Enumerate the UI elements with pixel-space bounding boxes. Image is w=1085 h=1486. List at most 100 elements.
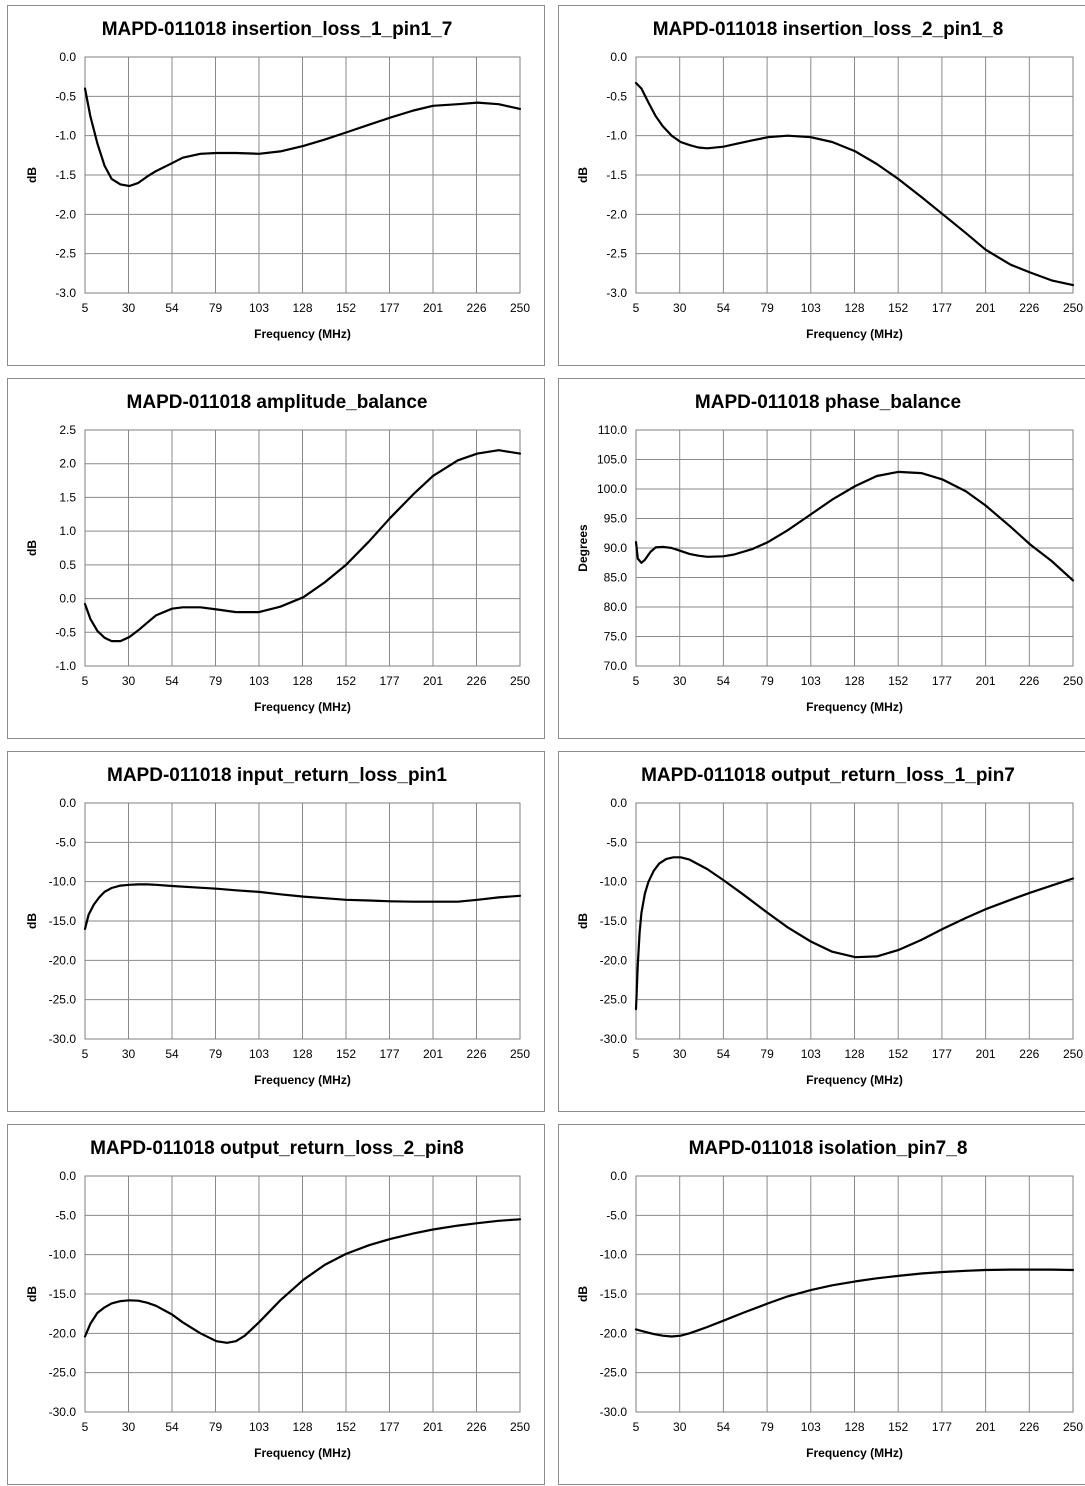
x-tick-label: 54 [717, 674, 731, 688]
chart-title: MAPD-011018 phase_balance [695, 392, 961, 413]
y-tick-label: -10.0 [600, 1248, 628, 1262]
x-tick-label: 103 [801, 1047, 821, 1061]
y-tick-label: 1.0 [59, 524, 76, 538]
x-tick-label: 5 [633, 1420, 640, 1434]
chart-title: MAPD-011018 output_return_loss_2_pin8 [90, 1138, 464, 1159]
x-tick-label: 5 [633, 1047, 640, 1061]
x-tick-label: 30 [122, 674, 136, 688]
x-tick-label: 5 [82, 301, 89, 315]
y-tick-label: -3.0 [55, 286, 76, 300]
chart-title: MAPD-011018 input_return_loss_pin1 [107, 765, 447, 786]
y-tick-label: -15.0 [49, 914, 77, 928]
y-tick-label: -2.5 [606, 247, 627, 261]
y-tick-label: -25.0 [49, 993, 77, 1007]
x-tick-label: 177 [932, 1420, 952, 1434]
x-tick-label: 128 [844, 1047, 864, 1061]
plot-area [84, 56, 521, 294]
chart-0: MAPD-011018 insertion_loss_1_pin1_7 5 30 54… [25, 19, 530, 341]
chart-3: MAPD-011018 phase_balance 5 30 54 79 103 128 15… [576, 392, 1083, 714]
series-line [83, 87, 522, 188]
plot-area [84, 429, 521, 667]
y-tick-label: -30.0 [49, 1405, 77, 1419]
x-tick-label: 226 [466, 301, 486, 315]
x-tick-label: 128 [844, 301, 864, 315]
x-tick-label: 5 [633, 674, 640, 688]
x-axis-label: Frequency (MHz) [806, 327, 903, 341]
x-tick-label: 128 [292, 674, 312, 688]
y-tick-label: -3.0 [606, 286, 627, 300]
x-tick-label: 226 [466, 1047, 486, 1061]
y-axis-label: dB [25, 1286, 39, 1302]
plot-area [84, 802, 521, 1040]
y-tick-label: -1.0 [55, 659, 76, 673]
x-axis-label: Frequency (MHz) [806, 1446, 903, 1460]
x-axis-label: Frequency (MHz) [254, 1073, 351, 1087]
y-tick-label: 0.0 [59, 50, 76, 64]
x-tick-label: 79 [209, 1420, 223, 1434]
y-tick-label: -15.0 [600, 1287, 628, 1301]
y-tick-label: -25.0 [49, 1366, 77, 1380]
y-tick-label: -0.5 [55, 89, 76, 103]
x-tick-label: 5 [633, 301, 640, 315]
y-tick-label: 70.0 [604, 659, 628, 673]
chart-4: MAPD-011018 input_return_loss_pin1 5 30 54 7… [25, 765, 530, 1087]
series-line [634, 81, 1075, 287]
y-axis-label: dB [576, 167, 590, 183]
x-tick-label: 201 [976, 1047, 996, 1061]
y-tick-label: 85.0 [604, 571, 628, 585]
chart-title: MAPD-011018 amplitude_balance [127, 392, 428, 413]
y-tick-label: 2.0 [59, 457, 76, 471]
x-tick-label: 201 [423, 1420, 443, 1434]
chart-panel-3: MAPD-011018 phase_balance 5 30 54 79 103 128 15… [558, 378, 1085, 739]
y-tick-label: 90.0 [604, 541, 628, 555]
y-tick-label: -1.5 [606, 168, 627, 182]
x-tick-label: 152 [888, 1047, 908, 1061]
y-tick-label: -10.0 [49, 1248, 77, 1262]
x-tick-label: 54 [717, 301, 731, 315]
y-tick-label: -10.0 [49, 875, 77, 889]
y-tick-label: -30.0 [600, 1032, 628, 1046]
x-tick-label: 152 [888, 301, 908, 315]
x-axis-label: Frequency (MHz) [254, 700, 351, 714]
y-tick-label: -2.5 [55, 247, 76, 261]
x-tick-label: 152 [336, 1047, 356, 1061]
series-line [83, 883, 522, 930]
x-tick-label: 226 [1019, 301, 1039, 315]
y-tick-label: -1.0 [55, 129, 76, 143]
x-tick-label: 5 [82, 674, 89, 688]
x-tick-label: 79 [209, 674, 223, 688]
chart-panel-7: MAPD-011018 isolation_pin7_8 5 30 54 79 103 12… [558, 1124, 1085, 1485]
x-tick-label: 177 [932, 674, 952, 688]
y-tick-label: -25.0 [600, 1366, 628, 1380]
x-tick-label: 54 [165, 1047, 179, 1061]
x-axis-label: Frequency (MHz) [806, 700, 903, 714]
y-tick-label: 0.0 [59, 796, 76, 810]
series-line [83, 449, 522, 643]
y-tick-label: 100.0 [597, 482, 627, 496]
y-tick-label: -20.0 [49, 1326, 77, 1340]
chart-5: MAPD-011018 output_return_loss_1_pin7 5 30… [576, 765, 1083, 1087]
x-tick-label: 103 [249, 1047, 269, 1061]
y-tick-label: 0.0 [610, 1169, 627, 1183]
y-axis-label: dB [576, 1286, 590, 1302]
x-tick-label: 103 [801, 674, 821, 688]
y-tick-label: -30.0 [49, 1032, 77, 1046]
y-tick-label: 105.0 [597, 453, 627, 467]
y-axis-label: dB [25, 540, 39, 556]
x-tick-label: 128 [844, 674, 864, 688]
x-tick-label: 54 [717, 1047, 731, 1061]
x-tick-label: 79 [209, 1047, 223, 1061]
y-tick-label: -20.0 [600, 1326, 628, 1340]
x-tick-label: 152 [336, 301, 356, 315]
x-tick-label: 5 [82, 1420, 89, 1434]
x-axis-label: Frequency (MHz) [254, 327, 351, 341]
chart-panel-5: MAPD-011018 output_return_loss_1_pin7 5 30… [558, 751, 1085, 1112]
series-line [634, 470, 1075, 582]
chart-title: MAPD-011018 insertion_loss_2_pin1_8 [653, 19, 1004, 40]
x-tick-label: 201 [423, 674, 443, 688]
x-tick-label: 103 [801, 1420, 821, 1434]
x-tick-label: 30 [122, 1047, 136, 1061]
x-tick-label: 152 [336, 674, 356, 688]
y-tick-label: -0.5 [55, 625, 76, 639]
chart-title: MAPD-011018 output_return_loss_1_pin7 [641, 765, 1015, 786]
